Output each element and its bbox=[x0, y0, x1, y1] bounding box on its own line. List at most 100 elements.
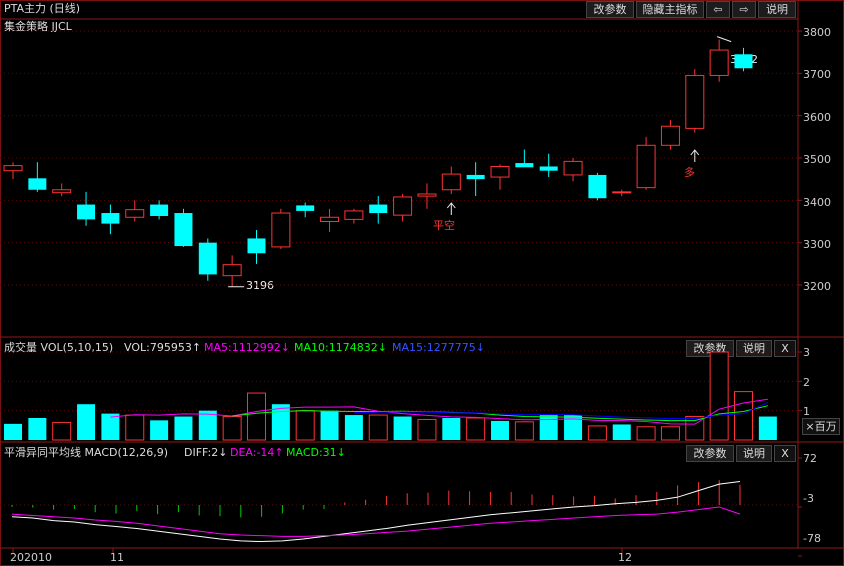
volume-bar bbox=[174, 416, 193, 440]
candle-body bbox=[393, 196, 413, 216]
volume-bar bbox=[758, 416, 777, 440]
volume-bar bbox=[564, 415, 583, 440]
candle-body bbox=[685, 74, 705, 129]
candle-body bbox=[709, 49, 729, 76]
volume-bar bbox=[466, 417, 486, 441]
help-button[interactable]: 说明 bbox=[758, 1, 796, 18]
volume-close-button[interactable]: X bbox=[774, 340, 796, 357]
volume-unit-label: ×百万 bbox=[802, 418, 840, 435]
macd-dea-value: DEA:-14↑ bbox=[230, 446, 284, 459]
volume-y-tick-2: 2 bbox=[803, 376, 810, 389]
volume-bar bbox=[320, 410, 339, 440]
arrow-left-icon[interactable]: ⇦ bbox=[706, 1, 730, 18]
candle-body bbox=[52, 189, 72, 194]
volume-bar bbox=[393, 416, 412, 440]
volume-bar bbox=[344, 415, 363, 440]
volume-bar bbox=[685, 416, 705, 441]
volume-bar bbox=[368, 414, 388, 441]
volume-ma15-line bbox=[353, 401, 769, 420]
hide-main-indicator-button[interactable]: 隐藏主指标 bbox=[636, 1, 704, 18]
volume-ma5: MA5:1112992↓ bbox=[204, 341, 290, 354]
y-tick-3400: 3400 bbox=[803, 196, 831, 209]
volume-bar bbox=[295, 410, 315, 441]
candle-body bbox=[660, 125, 680, 146]
signal-arrow-close-short bbox=[446, 202, 456, 215]
volume-bar bbox=[612, 424, 631, 440]
high-price-label: 3782 bbox=[730, 53, 758, 66]
edit-params-button[interactable]: 改参数 bbox=[586, 1, 634, 18]
low-price-label: 3196 bbox=[246, 279, 274, 292]
candle-body bbox=[636, 144, 656, 189]
macd-diff-line bbox=[11, 481, 741, 543]
y-tick-3200: 3200 bbox=[803, 280, 831, 293]
candle-body bbox=[150, 204, 169, 216]
candle-body bbox=[466, 174, 485, 180]
volume-ma5-line bbox=[110, 398, 768, 425]
signal-close-short: 平空 bbox=[433, 219, 455, 232]
volume-bar bbox=[247, 392, 266, 441]
volume-bar bbox=[417, 418, 437, 441]
volume-value: VOL:795953↑ bbox=[124, 341, 202, 354]
macd-help-button[interactable]: 说明 bbox=[736, 445, 772, 462]
candle-body bbox=[344, 210, 364, 220]
candle-body bbox=[441, 173, 461, 191]
macd-dea-line bbox=[11, 506, 741, 537]
candle-body bbox=[3, 165, 23, 172]
macd-y-tick-72: 72 bbox=[803, 452, 817, 465]
volume-bar bbox=[77, 404, 96, 440]
signal-long: 多 bbox=[684, 166, 695, 179]
volume-bar bbox=[52, 421, 72, 441]
macd-title: 平滑异同平均线 MACD(12,26,9) bbox=[4, 446, 169, 459]
volume-bar bbox=[491, 420, 509, 440]
candle-body bbox=[77, 204, 96, 220]
candle-body bbox=[271, 212, 291, 248]
x-tick-202010: 202010 bbox=[10, 551, 52, 564]
macd-diff-value: DIFF:2↓ bbox=[184, 446, 228, 459]
x-tick-11: 11 bbox=[110, 551, 124, 564]
candle-body bbox=[101, 213, 120, 224]
candle-body bbox=[125, 209, 145, 218]
arrow-right-icon[interactable]: ⇨ bbox=[732, 1, 756, 18]
candle-body bbox=[563, 160, 583, 176]
candle-body bbox=[588, 174, 607, 199]
volume-edit-params-button[interactable]: 改参数 bbox=[686, 340, 734, 357]
volume-bar bbox=[709, 351, 729, 441]
volume-y-tick-1: 1 bbox=[803, 405, 810, 418]
volume-bar bbox=[150, 420, 169, 440]
volume-help-button[interactable]: 说明 bbox=[736, 340, 772, 357]
volume-bar bbox=[125, 414, 145, 441]
macd-close-button[interactable]: X bbox=[774, 445, 796, 462]
candle-body bbox=[320, 216, 340, 222]
volume-bar bbox=[101, 413, 120, 440]
indicator-name: 集金策略 JJCL bbox=[4, 20, 72, 33]
chart-title: PTA主力 (日线) bbox=[4, 2, 81, 15]
x-tick-12: 12 bbox=[618, 551, 632, 564]
volume-bar bbox=[734, 391, 753, 441]
volume-bar bbox=[222, 416, 242, 441]
macd-edit-params-button[interactable]: 改参数 bbox=[686, 445, 734, 462]
candle-body bbox=[174, 213, 193, 247]
candle-body bbox=[369, 204, 388, 214]
candle-body bbox=[222, 264, 242, 277]
volume-bar bbox=[660, 426, 680, 441]
volume-bar bbox=[28, 418, 47, 440]
volume-bar bbox=[636, 426, 656, 441]
candle-body bbox=[28, 178, 47, 190]
signal-arrow-long bbox=[690, 149, 700, 162]
candle-body bbox=[490, 165, 510, 178]
macd-y-tick-neg3: -3 bbox=[803, 492, 814, 505]
volume-bar bbox=[198, 410, 217, 440]
volume-title: 成交量 VOL(5,10,15) bbox=[4, 341, 114, 354]
volume-y-tick-3: 3 bbox=[803, 346, 810, 359]
y-tick-3600: 3600 bbox=[803, 111, 831, 124]
volume-bar bbox=[442, 418, 461, 440]
volume-bar bbox=[271, 404, 290, 440]
volume-bar bbox=[587, 425, 607, 441]
volume-ma15: MA15:1277775↓ bbox=[392, 341, 485, 354]
volume-bar bbox=[539, 415, 558, 440]
volume-bar bbox=[4, 423, 22, 440]
candle-body bbox=[515, 163, 534, 168]
